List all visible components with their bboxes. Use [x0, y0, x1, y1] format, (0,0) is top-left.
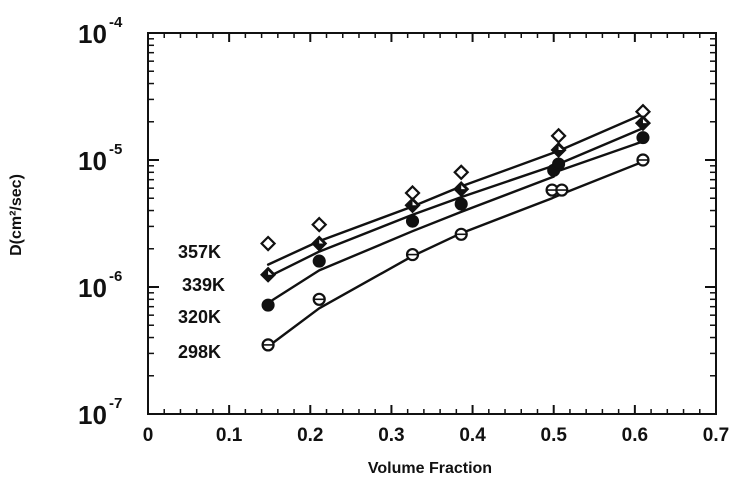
x-tick-label: 0.1 — [216, 425, 243, 446]
diamond-fill — [311, 235, 328, 252]
data-point-diamond — [453, 164, 470, 181]
y-tick-label: 10 — [78, 400, 107, 430]
diamond-highlight — [319, 239, 324, 244]
series-label: 320K — [178, 307, 221, 327]
diamond-highlight — [412, 201, 417, 206]
y-tick-label: 10 — [78, 273, 107, 303]
x-tick-label: 0.6 — [622, 425, 648, 446]
data-point-half-diamond — [453, 181, 470, 198]
y-tick-exponent: -6 — [109, 268, 122, 285]
data-point-filled-circle — [552, 157, 566, 171]
data-point-crossed-circle — [405, 247, 420, 262]
diamond-fill — [453, 181, 470, 198]
data-point-half-diamond — [311, 235, 328, 252]
x-tick-label: 0.5 — [541, 425, 568, 446]
data-point-diamond — [550, 127, 567, 144]
data-point-crossed-circle — [454, 227, 468, 241]
y-tick-exponent: -5 — [109, 141, 122, 158]
diamond-fill — [550, 141, 567, 158]
x-axis-title: Volume Fraction — [368, 460, 492, 477]
data-point-filled-circle — [312, 254, 326, 268]
series-label: 357K — [178, 242, 221, 262]
data-point-half-diamond — [404, 197, 421, 214]
diamond-fill — [260, 266, 277, 283]
y-tick-exponent: -4 — [109, 14, 123, 31]
y-axis-title: D(cm²/sec) — [8, 174, 25, 256]
y-tick-exponent: -7 — [109, 395, 122, 412]
x-tick-label: 0.2 — [297, 425, 323, 446]
x-tick-label: 0 — [143, 425, 154, 446]
diamond-highlight — [642, 119, 647, 124]
data-point-filled-circle — [405, 214, 420, 228]
diamond-highlight — [461, 185, 466, 190]
data-point-crossed-circle — [261, 338, 275, 352]
data-point-crossed-circle — [555, 183, 569, 197]
diamond-highlight — [558, 145, 563, 150]
x-tick-label: 0.7 — [703, 425, 729, 446]
data-point-filled-circle — [454, 197, 468, 211]
diamond-fill — [634, 115, 652, 132]
data-point-half-diamond — [260, 266, 277, 283]
y-tick-label: 10 — [78, 146, 107, 176]
data-point-diamond — [311, 216, 328, 233]
data-point-half-diamond — [550, 141, 567, 158]
diamond-fill — [404, 197, 421, 214]
data-point-filled-circle — [261, 298, 275, 312]
y-tick-label: 10 — [78, 19, 107, 49]
series-label: 339K — [182, 275, 225, 295]
data-point-half-diamond — [634, 115, 652, 132]
fit-curve — [266, 126, 645, 279]
x-tick-label: 0.3 — [378, 425, 404, 446]
fit-curve — [266, 112, 645, 266]
plot-frame — [147, 32, 717, 415]
data-point-filled-circle — [636, 131, 650, 145]
x-tick-label: 0.4 — [459, 425, 486, 446]
data-point-diamond — [260, 235, 277, 252]
data-point-crossed-circle — [636, 153, 650, 167]
diamond-highlight — [268, 270, 273, 275]
data-point-crossed-circle — [312, 292, 326, 306]
series-label: 298K — [178, 342, 221, 362]
